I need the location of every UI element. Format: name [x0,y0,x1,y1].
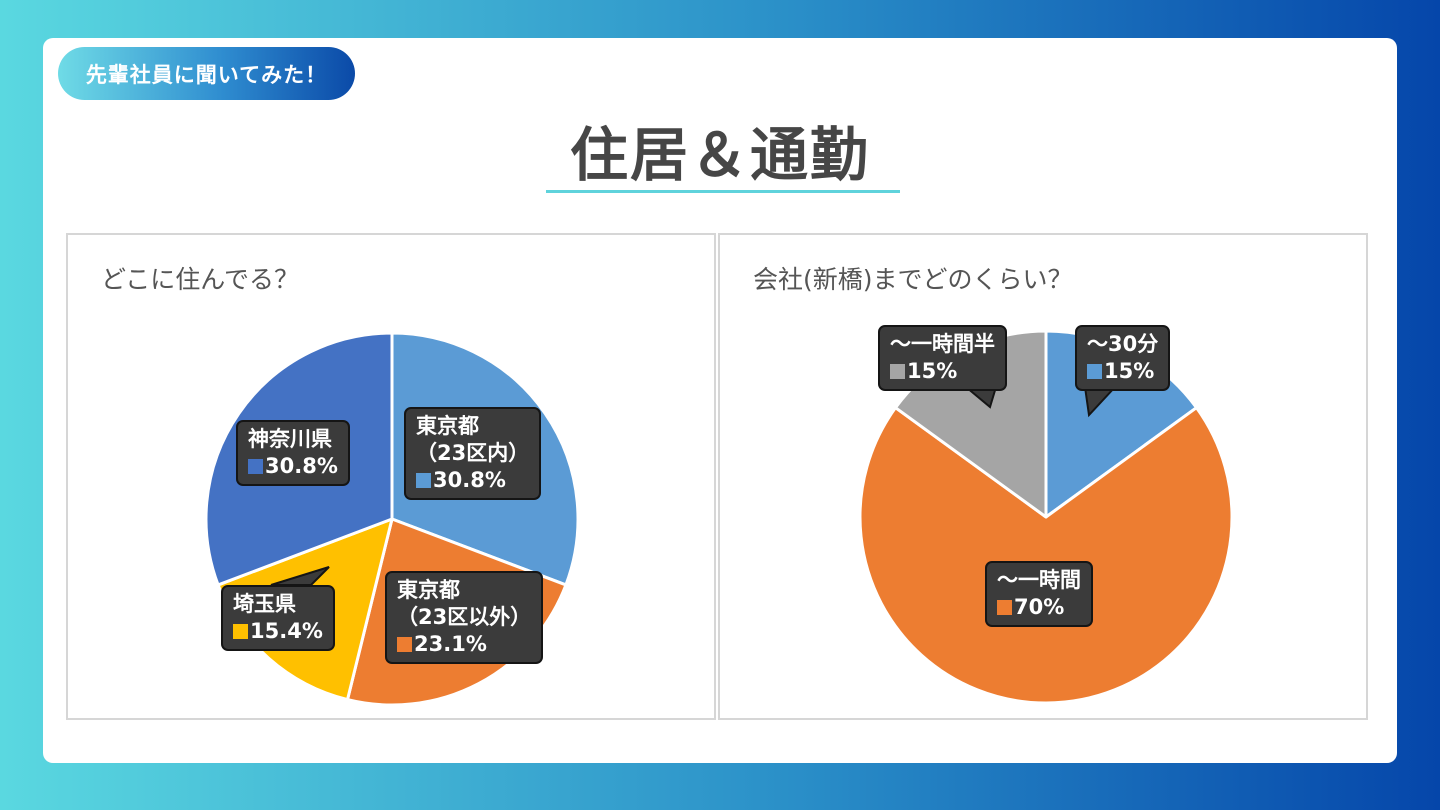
commute-chart-panel: 会社(新橋)までどのくらい？ ～30分 15% ～一時間 70% ～一時間半 15% [718,233,1368,720]
legend-swatch-icon [1087,364,1102,379]
commute-chart-title: 会社(新橋)までどのくらい？ [753,265,1073,294]
page-title: 住居＆通勤 [569,121,870,189]
data-label-category: ～30分 [1087,332,1159,356]
legend-swatch-icon [416,473,431,488]
legend-swatch-icon [397,637,412,652]
legend-swatch-icon [997,600,1012,615]
data-label-tokyo-outside-23ku: 東京都 （23区以外） 23.1% [385,571,544,664]
data-label-category: 東京都 [397,578,460,602]
slide-card: 先輩社員に聞いてみた！ 住居＆通勤 どこに住んでる？ 東京都 （23区内） 30.8… [43,38,1397,763]
data-label-category: 神奈川県 [248,427,332,451]
data-label-value: 15% [907,359,958,383]
data-label-value-line: 15% [890,358,995,385]
data-label-value-line: 15% [1087,358,1158,385]
data-label-value: 23.1% [414,632,487,656]
residence-chart-title: どこに住んでる？ [101,265,300,294]
commute-pie-chart [858,329,1234,705]
section-badge: 先輩社員に聞いてみた！ [58,47,355,100]
data-label-category: （23区以外） [397,605,532,629]
data-label-saitama: 埼玉県 15.4% [221,585,335,651]
legend-swatch-icon [248,459,263,474]
data-label-value: 15% [1104,359,1155,383]
data-label-kanagawa: 神奈川県 30.8% [236,420,350,486]
data-label-value-line: 70% [997,594,1081,621]
data-label-value: 70% [1014,595,1065,619]
data-label-value: 15.4% [250,619,323,643]
data-label-value: 30.8% [265,454,338,478]
data-label-category: ～一時間半 [890,332,995,356]
data-label-value-line: 15.4% [233,618,323,645]
legend-swatch-icon [890,364,905,379]
data-label-under-30min: ～30分 15% [1075,325,1171,391]
data-label-tokyo-23ku: 東京都 （23区内） 30.8% [404,407,542,500]
data-label-category: （23区内） [416,441,530,465]
title-underline [546,190,900,193]
data-label-category: 埼玉県 [233,592,296,616]
data-label-value: 30.8% [433,468,506,492]
data-label-value-line: 30.8% [248,453,338,480]
data-label-value-line: 30.8% [416,467,529,494]
data-label-under-1hour: ～一時間 70% [985,561,1093,627]
pie-slice-under-1hour [858,406,1234,705]
data-label-category: ～一時間 [997,568,1081,592]
data-label-value-line: 23.1% [397,631,531,658]
residence-chart-panel: どこに住んでる？ 東京都 （23区内） 30.8% 東京都 （23区以外） 23.1% 埼玉… [66,233,716,720]
data-label-under-1-5hour: ～一時間半 15% [878,325,1007,391]
data-label-category: 東京都 [416,414,479,438]
legend-swatch-icon [233,624,248,639]
